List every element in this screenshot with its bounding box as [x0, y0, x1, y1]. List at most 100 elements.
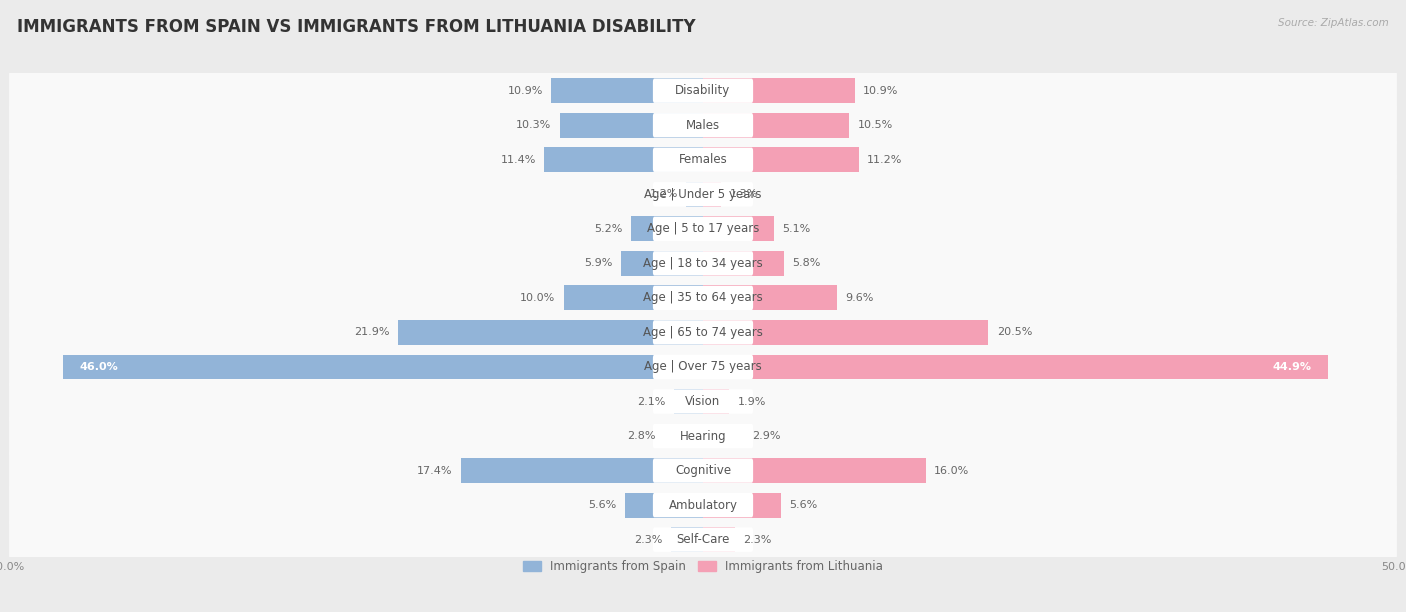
Text: Hearing: Hearing — [679, 430, 727, 442]
Text: 2.3%: 2.3% — [634, 535, 662, 545]
Bar — [398, 320, 703, 345]
Bar — [631, 217, 703, 241]
Text: 1.9%: 1.9% — [738, 397, 766, 406]
FancyBboxPatch shape — [652, 113, 754, 138]
FancyBboxPatch shape — [652, 320, 754, 345]
FancyBboxPatch shape — [8, 346, 1398, 388]
Text: Females: Females — [679, 153, 727, 166]
Bar — [63, 354, 703, 379]
Text: 2.3%: 2.3% — [744, 535, 772, 545]
Text: 10.9%: 10.9% — [863, 86, 898, 95]
Bar — [703, 424, 744, 449]
Bar — [564, 285, 703, 310]
FancyBboxPatch shape — [652, 493, 754, 517]
Text: Vision: Vision — [685, 395, 721, 408]
Text: 17.4%: 17.4% — [418, 466, 453, 476]
Bar — [703, 354, 1329, 379]
Text: 10.3%: 10.3% — [516, 120, 551, 130]
Bar — [703, 182, 721, 207]
FancyBboxPatch shape — [652, 78, 754, 103]
Text: 5.6%: 5.6% — [789, 500, 817, 510]
Bar — [703, 147, 859, 172]
Bar — [560, 113, 703, 138]
FancyBboxPatch shape — [8, 277, 1398, 319]
Text: 21.9%: 21.9% — [354, 327, 389, 337]
Text: 2.8%: 2.8% — [627, 431, 655, 441]
Text: IMMIGRANTS FROM SPAIN VS IMMIGRANTS FROM LITHUANIA DISABILITY: IMMIGRANTS FROM SPAIN VS IMMIGRANTS FROM… — [17, 18, 696, 36]
Bar — [671, 527, 703, 552]
Bar — [703, 285, 837, 310]
Text: Age | 5 to 17 years: Age | 5 to 17 years — [647, 222, 759, 236]
Text: 1.3%: 1.3% — [730, 189, 758, 200]
Text: 2.1%: 2.1% — [637, 397, 665, 406]
Text: 2.9%: 2.9% — [752, 431, 780, 441]
Text: 20.5%: 20.5% — [997, 327, 1032, 337]
Bar — [703, 320, 988, 345]
Text: Age | 18 to 34 years: Age | 18 to 34 years — [643, 257, 763, 270]
FancyBboxPatch shape — [8, 173, 1398, 215]
FancyBboxPatch shape — [8, 139, 1398, 181]
Text: Cognitive: Cognitive — [675, 464, 731, 477]
FancyBboxPatch shape — [8, 415, 1398, 457]
Bar — [703, 113, 849, 138]
Text: 10.0%: 10.0% — [520, 293, 555, 303]
FancyBboxPatch shape — [652, 182, 754, 206]
Bar — [551, 78, 703, 103]
Bar — [686, 182, 703, 207]
FancyBboxPatch shape — [652, 458, 754, 483]
Text: Males: Males — [686, 119, 720, 132]
FancyBboxPatch shape — [8, 242, 1398, 285]
Text: 5.2%: 5.2% — [593, 224, 623, 234]
FancyBboxPatch shape — [652, 389, 754, 414]
Legend: Immigrants from Spain, Immigrants from Lithuania: Immigrants from Spain, Immigrants from L… — [519, 555, 887, 578]
Bar — [703, 527, 735, 552]
Text: 46.0%: 46.0% — [79, 362, 118, 372]
Text: 44.9%: 44.9% — [1272, 362, 1312, 372]
Text: Source: ZipAtlas.com: Source: ZipAtlas.com — [1278, 18, 1389, 28]
FancyBboxPatch shape — [8, 518, 1398, 561]
Bar — [664, 424, 703, 449]
Bar — [461, 458, 703, 483]
Text: 16.0%: 16.0% — [934, 466, 969, 476]
FancyBboxPatch shape — [8, 450, 1398, 491]
Bar — [673, 389, 703, 414]
Text: Age | 65 to 74 years: Age | 65 to 74 years — [643, 326, 763, 339]
Text: Age | Under 5 years: Age | Under 5 years — [644, 188, 762, 201]
FancyBboxPatch shape — [652, 286, 754, 310]
FancyBboxPatch shape — [652, 217, 754, 241]
FancyBboxPatch shape — [652, 424, 754, 448]
Text: 5.1%: 5.1% — [782, 224, 811, 234]
Text: Self-Care: Self-Care — [676, 533, 730, 546]
FancyBboxPatch shape — [652, 528, 754, 552]
FancyBboxPatch shape — [652, 251, 754, 275]
Bar — [703, 389, 730, 414]
Text: 11.4%: 11.4% — [501, 155, 536, 165]
Text: 10.5%: 10.5% — [858, 120, 893, 130]
FancyBboxPatch shape — [8, 70, 1398, 112]
Text: Ambulatory: Ambulatory — [668, 499, 738, 512]
Text: 11.2%: 11.2% — [868, 155, 903, 165]
FancyBboxPatch shape — [8, 484, 1398, 526]
Text: Age | Over 75 years: Age | Over 75 years — [644, 360, 762, 373]
Text: 10.9%: 10.9% — [508, 86, 543, 95]
Bar — [703, 493, 780, 518]
Text: Disability: Disability — [675, 84, 731, 97]
FancyBboxPatch shape — [8, 208, 1398, 250]
Text: Age | 35 to 64 years: Age | 35 to 64 years — [643, 291, 763, 304]
Bar — [703, 251, 783, 276]
FancyBboxPatch shape — [8, 381, 1398, 422]
Bar — [703, 458, 925, 483]
Text: 1.2%: 1.2% — [650, 189, 678, 200]
Bar — [703, 217, 773, 241]
Bar — [626, 493, 703, 518]
Text: 5.8%: 5.8% — [792, 258, 821, 269]
FancyBboxPatch shape — [652, 147, 754, 172]
Bar — [544, 147, 703, 172]
Text: 5.6%: 5.6% — [589, 500, 617, 510]
Text: 9.6%: 9.6% — [845, 293, 873, 303]
FancyBboxPatch shape — [8, 312, 1398, 354]
FancyBboxPatch shape — [652, 355, 754, 379]
FancyBboxPatch shape — [8, 104, 1398, 146]
Bar — [621, 251, 703, 276]
Bar — [703, 78, 855, 103]
